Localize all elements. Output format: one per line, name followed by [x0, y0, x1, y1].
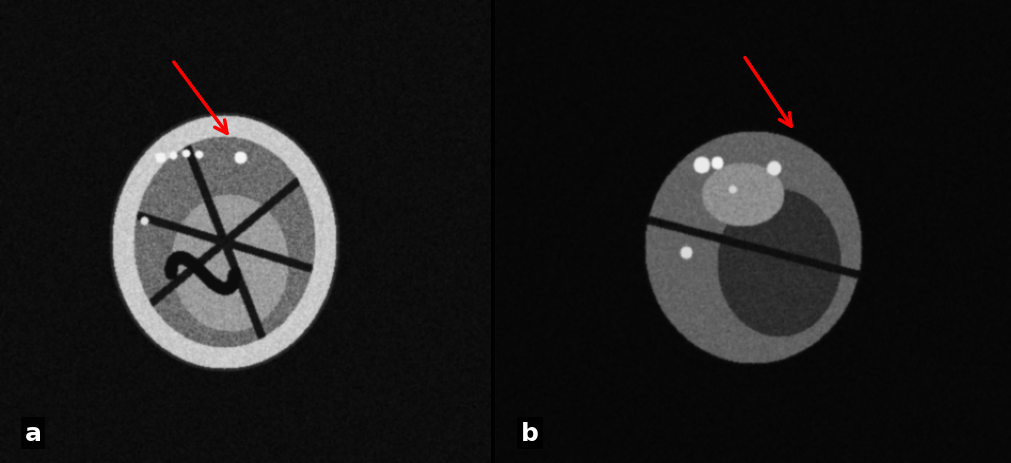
Text: a: a: [24, 421, 41, 445]
Text: b: b: [522, 421, 539, 445]
